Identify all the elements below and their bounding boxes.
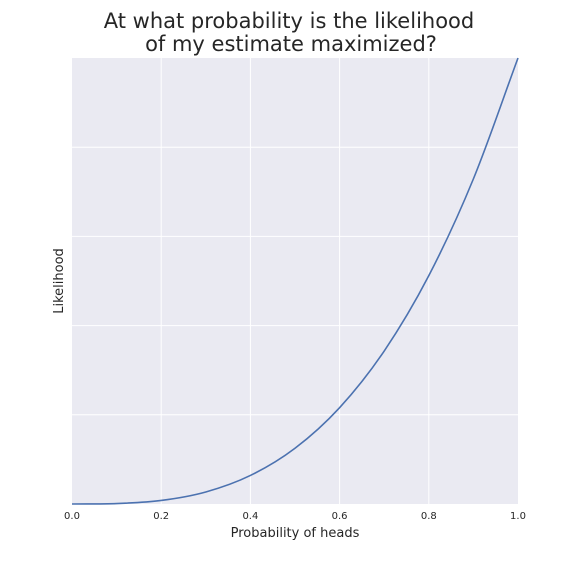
y-axis-label: Likelihood [52, 248, 67, 314]
x-tick-labels: 0.0 0.2 0.4 0.6 0.8 1.0 [64, 511, 526, 522]
x-tick-label-0: 0.0 [64, 511, 80, 522]
x-axis-label: Probability of heads [231, 526, 360, 541]
x-tick-label-4: 0.8 [421, 511, 437, 522]
x-tick-label-2: 0.4 [242, 511, 258, 522]
likelihood-curve [71, 57, 519, 505]
x-tick-label-1: 0.2 [153, 511, 169, 522]
plot-area [72, 58, 518, 504]
x-tick-label-3: 0.6 [332, 511, 348, 522]
grid-lines [72, 58, 518, 504]
x-tick-label-5: 1.0 [510, 511, 526, 522]
chart-title-line-1: At what probability is the likelihood [104, 9, 474, 33]
chart-title-line-2: of my estimate maximized? [145, 32, 437, 56]
